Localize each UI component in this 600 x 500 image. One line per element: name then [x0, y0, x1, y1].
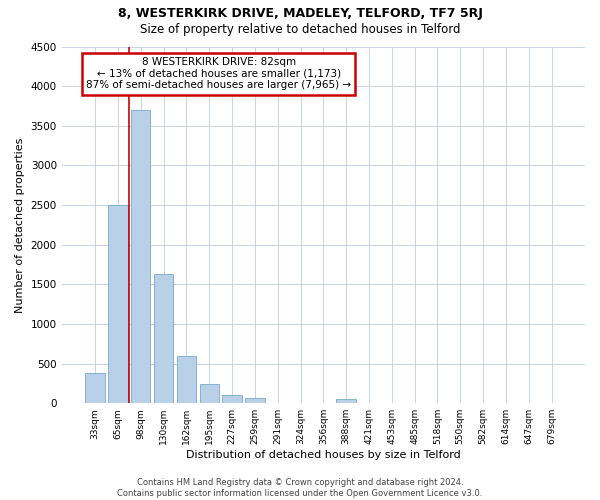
Bar: [200, 384, 219, 403]
Bar: [223, 396, 242, 403]
Text: 8, WESTERKIRK DRIVE, MADELEY, TELFORD, TF7 5RJ: 8, WESTERKIRK DRIVE, MADELEY, TELFORD, T…: [118, 8, 482, 20]
Bar: [85, 373, 105, 403]
Bar: [177, 356, 196, 403]
Bar: [245, 398, 265, 403]
Text: Size of property relative to detached houses in Telford: Size of property relative to detached ho…: [140, 22, 460, 36]
Text: Contains HM Land Registry data © Crown copyright and database right 2024.
Contai: Contains HM Land Registry data © Crown c…: [118, 478, 482, 498]
Y-axis label: Number of detached properties: Number of detached properties: [15, 137, 25, 312]
Bar: [337, 399, 356, 403]
Text: 8 WESTERKIRK DRIVE: 82sqm
← 13% of detached houses are smaller (1,173)
87% of se: 8 WESTERKIRK DRIVE: 82sqm ← 13% of detac…: [86, 57, 351, 90]
X-axis label: Distribution of detached houses by size in Telford: Distribution of detached houses by size …: [186, 450, 461, 460]
Bar: [108, 205, 128, 403]
Bar: [131, 110, 151, 403]
Bar: [154, 274, 173, 403]
